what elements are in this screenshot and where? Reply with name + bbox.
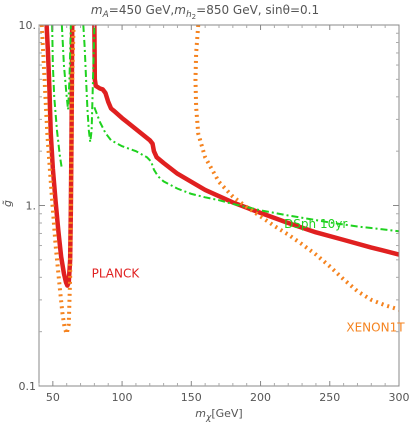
annotations-group: PLANCK DSph 10yr XENON1T 2 yr: [92, 217, 409, 335]
y-axis-ticks: 0.1 1. 10.: [19, 19, 399, 393]
annotation-dsph-10yr: DSph 10yr: [284, 217, 347, 231]
y-axis-label: g̃: [1, 200, 14, 207]
x-tick-label: 150: [181, 391, 202, 404]
x-tick-label: 200: [250, 391, 271, 404]
xlabel-sym: m: [195, 407, 206, 420]
series-dsph-10yr-segment-0: [51, 25, 63, 169]
y-tick-label: 0.1: [19, 380, 37, 393]
series-dsph-10yr-segment-2: [82, 25, 96, 143]
x-tick-label: 300: [389, 391, 409, 404]
x-tick-label: 250: [319, 391, 340, 404]
x-axis-ticks: 50 100 150 200 250 300: [38, 25, 409, 404]
title-sub-a: A: [102, 10, 109, 20]
series-xenon1t-2-yr-segment-1: [193, 25, 399, 312]
x-axis-label: mχ[GeV]: [195, 407, 242, 423]
annotation-xenon1t-2-yr: XENON1T 2 yr: [346, 321, 409, 335]
x-tick-label: 50: [46, 391, 60, 404]
y-tick-label: 10.: [19, 19, 37, 32]
series-xenon1t-2-yr-segment-0: [39, 25, 76, 341]
series-planck-segment-1: [92, 25, 399, 257]
y-tick-label: 1.: [26, 200, 37, 213]
series-dsph-10yr-segment-3: [93, 106, 399, 233]
x-tick-label: 100: [112, 391, 133, 404]
title-val-h: =850 GeV, sinθ=0.1: [196, 3, 319, 17]
chart-title: mA=450 GeV,mh2=850 GeV, sinθ=0.1: [91, 3, 319, 21]
series-dsph-10yr-segment-1: [60, 25, 72, 110]
title-sub-h: h: [186, 10, 192, 20]
title-sym-a: m: [91, 3, 103, 17]
xlabel-sub: χ: [205, 413, 212, 423]
title-sym-h: m: [174, 3, 186, 17]
xlabel-unit: [GeV]: [211, 407, 242, 420]
curves-group: [39, 25, 399, 341]
title-val-a: =450 GeV,: [109, 3, 174, 17]
annotation-planck: PLANCK: [92, 266, 141, 280]
title-subsub-h: 2: [192, 13, 196, 21]
